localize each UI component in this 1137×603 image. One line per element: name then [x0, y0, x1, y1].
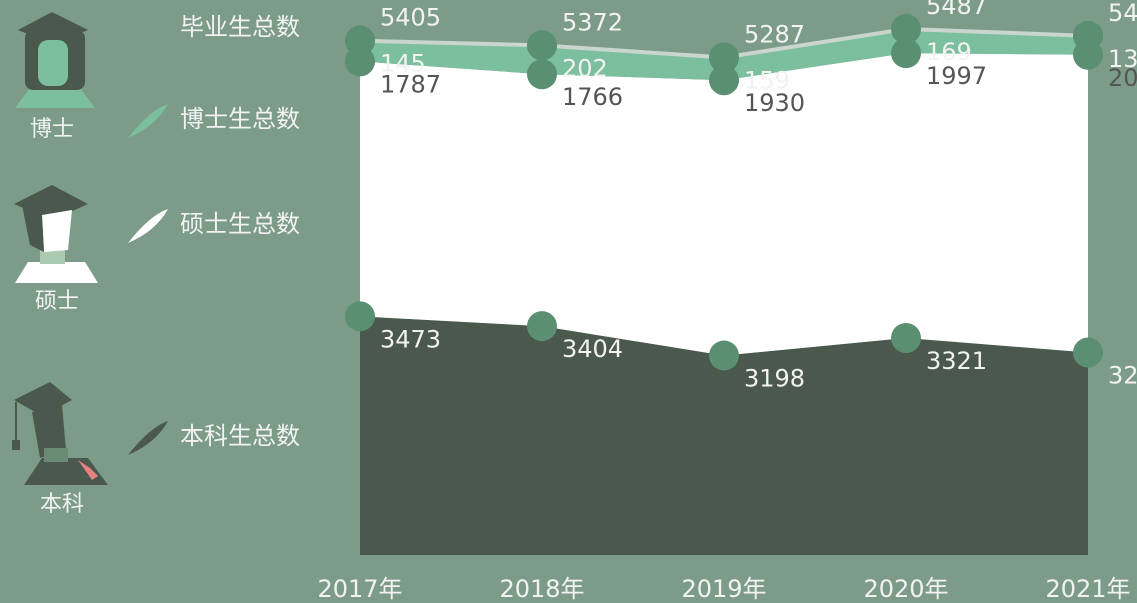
value-label: 5405 — [380, 4, 441, 32]
value-label: 5287 — [744, 21, 805, 49]
x-tick-label: 2021年 — [1045, 575, 1130, 603]
value-label: 3198 — [744, 365, 805, 393]
value-label: 133 — [1108, 45, 1137, 73]
marker — [527, 311, 557, 341]
marker — [527, 59, 557, 89]
legend-label: 硕士生总数 — [180, 210, 300, 238]
marker — [709, 43, 739, 73]
figure-label: 硕士 — [35, 289, 79, 314]
marker — [891, 323, 921, 353]
x-tick-label: 2017年 — [317, 575, 402, 603]
legend-label: 本科生总数 — [180, 422, 300, 450]
marker — [345, 26, 375, 56]
area — [360, 53, 1088, 355]
value-label: 3219 — [1108, 362, 1137, 390]
value-label: 5439 — [1108, 0, 1137, 27]
value-label: 3473 — [380, 325, 441, 353]
x-tick-label: 2020年 — [863, 575, 948, 603]
value-label: 1997 — [926, 62, 987, 90]
marker — [891, 14, 921, 44]
value-label: 5487 — [926, 0, 987, 20]
x-tick-label: 2018年 — [499, 575, 584, 603]
page: 博士 硕士 本科 3473340431983321321917871766193… — [0, 0, 1137, 603]
figure-label: 博士 — [30, 117, 74, 142]
figure-label: 本科 — [40, 492, 84, 517]
value-label: 5372 — [562, 8, 623, 36]
chart: 博士 硕士 本科 3473340431983321321917871766193… — [0, 0, 1137, 603]
marker — [709, 341, 739, 371]
value-label: 169 — [926, 38, 972, 66]
value-label: 202 — [562, 54, 608, 82]
marker — [1073, 21, 1103, 51]
marker — [1073, 338, 1103, 368]
value-label: 1766 — [562, 83, 623, 111]
legend-label: 毕业生总数 — [180, 13, 300, 41]
value-label: 159 — [744, 67, 790, 95]
value-label: 3321 — [926, 347, 987, 375]
legend-label: 博士生总数 — [180, 105, 300, 133]
value-label: 3404 — [562, 335, 623, 363]
marker — [527, 30, 557, 60]
value-label: 145 — [380, 50, 426, 78]
x-tick-label: 2019年 — [681, 575, 766, 603]
marker — [345, 301, 375, 331]
